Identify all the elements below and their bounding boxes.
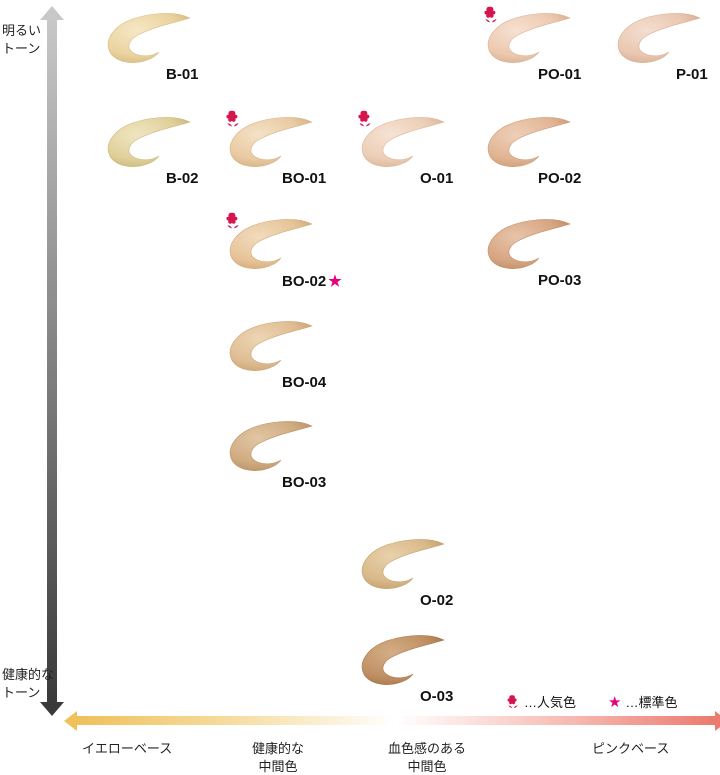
smear-icon — [104, 12, 194, 70]
rose-icon — [480, 4, 502, 26]
rose-icon — [222, 210, 244, 232]
shade-swatch-PO-02: PO-02 — [484, 116, 594, 174]
rose-icon — [354, 108, 376, 130]
smear-icon — [226, 420, 316, 478]
legend-standard: ★ …標準色 — [608, 692, 677, 711]
shade-label: P-01 — [676, 66, 708, 83]
shade-label: BO-04 — [282, 374, 326, 391]
smear-icon — [104, 116, 194, 174]
legend-popular-label: …人気色 — [524, 692, 576, 711]
smear-icon — [226, 320, 316, 378]
star-icon: ★ — [608, 693, 623, 711]
shade-label: B-02 — [166, 170, 199, 187]
shade-label: PO-01 — [538, 66, 581, 83]
x-axis-label: 健康的な中間色 — [252, 740, 304, 775]
legend-popular: …人気色 — [504, 692, 576, 711]
shade-swatch-BO-02: BO-02★ — [226, 218, 336, 276]
y-axis-top-label: 明るいトーン — [2, 22, 41, 57]
smear-icon — [614, 12, 704, 70]
shade-swatch-O-01: O-01 — [358, 116, 468, 174]
shade-swatch-BO-01: BO-01 — [226, 116, 336, 174]
x-axis — [76, 716, 716, 725]
shade-label: B-01 — [166, 66, 199, 83]
shade-swatch-B-01: B-01 — [104, 12, 214, 70]
shade-swatch-PO-01: PO-01 — [484, 12, 594, 70]
shade-swatch-P-01: P-01 — [614, 12, 720, 70]
x-axis-label: イエローベース — [82, 740, 172, 758]
shade-label: PO-03 — [538, 272, 581, 289]
smear-icon — [358, 634, 448, 692]
shade-label: BO-03 — [282, 474, 326, 491]
shade-label: PO-02 — [538, 170, 581, 187]
shade-label: O-02 — [420, 592, 453, 609]
smear-icon — [484, 218, 574, 276]
shade-swatch-BO-04: BO-04 — [226, 320, 336, 378]
smear-icon — [358, 538, 448, 596]
shade-swatch-BO-03: BO-03 — [226, 420, 336, 478]
shade-swatch-O-03: O-03 — [358, 634, 468, 692]
rose-icon — [222, 108, 244, 130]
y-axis — [47, 18, 57, 704]
shade-label: O-01 — [420, 170, 453, 187]
shade-label: BO-02★ — [282, 272, 342, 290]
shade-swatch-PO-03: PO-03 — [484, 218, 594, 276]
x-axis-label: 血色感のある中間色 — [388, 740, 466, 775]
x-axis-label: ピンクベース — [592, 740, 669, 758]
legend-standard-label: …標準色 — [625, 692, 677, 711]
star-icon: ★ — [328, 273, 341, 290]
shade-label: BO-01 — [282, 170, 326, 187]
legend: …人気色 ★ …標準色 — [504, 692, 677, 711]
shade-swatch-O-02: O-02 — [358, 538, 468, 596]
shade-map-chart: 明るいトーン 健康的なトーン イエローベース健康的な中間色血色感のある中間色ピン… — [0, 0, 720, 768]
rose-icon — [504, 693, 522, 711]
smear-icon — [484, 116, 574, 174]
shade-swatch-B-02: B-02 — [104, 116, 214, 174]
shade-label: O-03 — [420, 688, 453, 705]
y-axis-bottom-label: 健康的なトーン — [2, 666, 54, 701]
